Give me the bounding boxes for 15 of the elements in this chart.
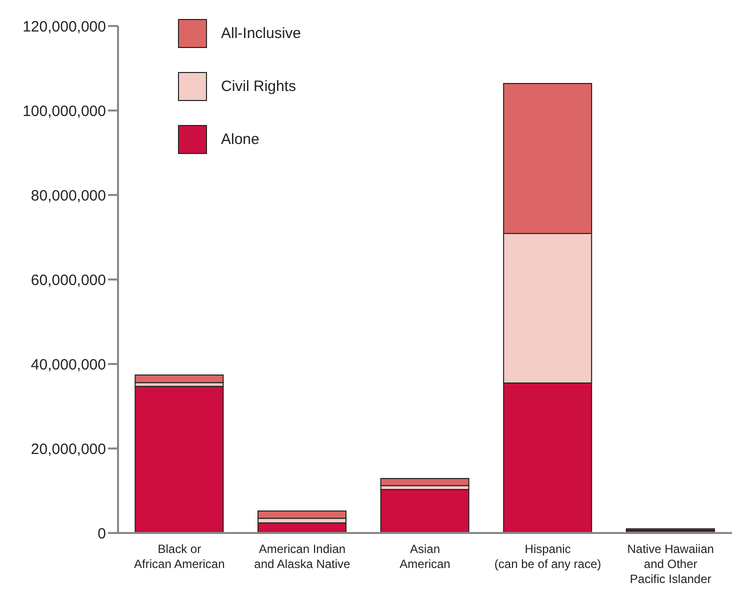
x-tick-label: Native Hawaiian and Other Pacific Islander — [627, 542, 714, 586]
x-tick-label: Black or African American — [134, 542, 225, 571]
y-tick-label: 120,000,000 — [22, 18, 106, 36]
x-tick-label: Hispanic (can be of any race) — [494, 542, 602, 571]
y-tick-label: 20,000,000 — [30, 440, 106, 458]
y-tick-label: 80,000,000 — [30, 187, 106, 204]
y-tick-label: 0 — [98, 525, 106, 542]
y-tick-label: 100,000,000 — [22, 102, 106, 120]
legend-label: Civil Rights — [221, 78, 296, 95]
legend-label: All-Inclusive — [221, 25, 302, 42]
x-tick-label: American Indian and Alaska Native — [254, 542, 351, 571]
y-tick-label: 40,000,000 — [30, 356, 106, 374]
legend-label: Alone — [221, 131, 260, 148]
y-tick-label: 60,000,000 — [30, 272, 106, 289]
x-tick-label: Asian American — [400, 542, 450, 571]
